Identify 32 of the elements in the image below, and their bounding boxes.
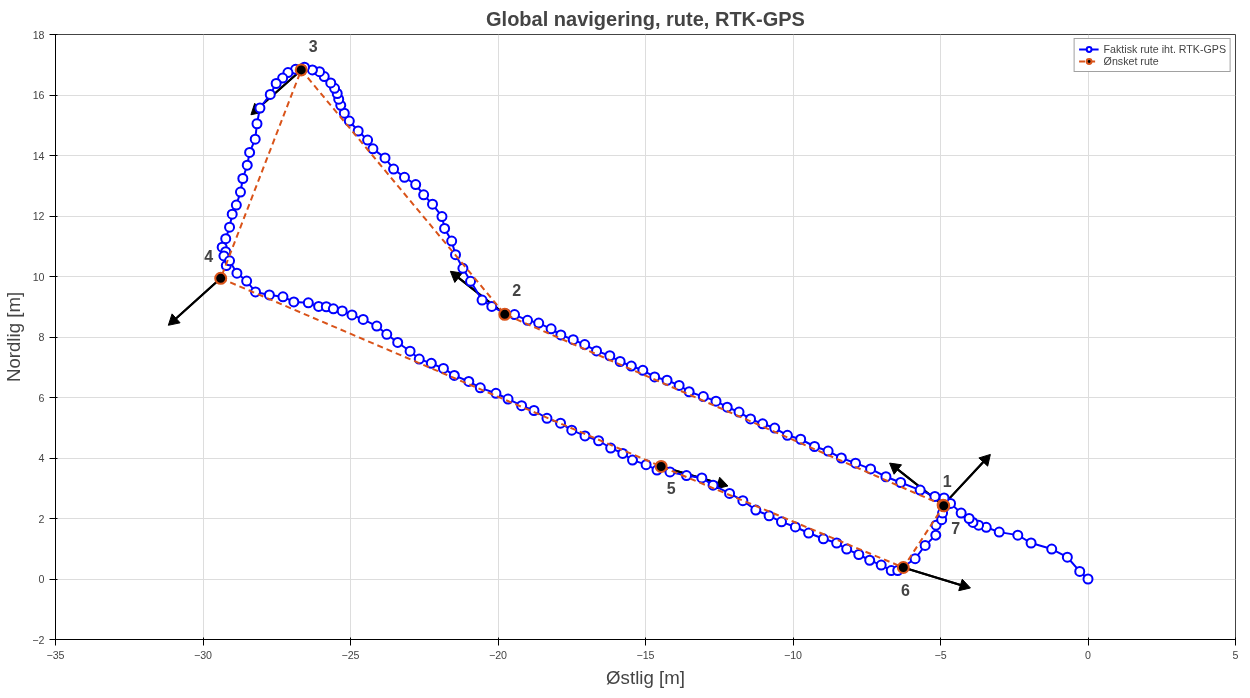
annotation: 5 — [666, 480, 676, 498]
x-tick-label: −25 — [341, 648, 360, 661]
x-tick-label: −10 — [783, 648, 803, 661]
x-tick-label: −30 — [193, 648, 213, 661]
y-tick-label: 8 — [38, 331, 45, 343]
x-axis-title: Østlig [m] — [606, 666, 685, 688]
y-tick-label: 18 — [32, 28, 45, 41]
x-tick-label: −15 — [636, 648, 655, 661]
y-tick-label: 16 — [32, 89, 45, 101]
y-tick-label: 2 — [38, 512, 45, 525]
annotation: 7 — [951, 519, 961, 537]
y-axis-title: Nordlig [m] — [3, 291, 25, 383]
annotation: 1 — [942, 473, 952, 491]
annotation: 4 — [204, 248, 214, 266]
y-tick-label: 12 — [32, 210, 45, 222]
y-tick-label: 6 — [38, 391, 45, 404]
legend-label: Faktisk rute iht. RTK-GPS — [1103, 43, 1226, 55]
x-tick-label: −20 — [488, 648, 508, 661]
annotation: 2 — [512, 282, 522, 300]
legend-label: Ønsket rute — [1103, 55, 1159, 67]
x-tick-label: −5 — [934, 648, 947, 661]
y-tick-label: 4 — [38, 452, 45, 464]
y-tick-label: 0 — [38, 573, 45, 585]
chart-title: Global navigering, rute, RTK-GPS — [486, 7, 805, 30]
annotation: 6 — [900, 581, 910, 599]
y-tick-label: −2 — [32, 633, 45, 646]
x-tick-label: −35 — [46, 648, 65, 661]
x-tick-label: 0 — [1085, 648, 1092, 661]
annotation: 3 — [308, 37, 318, 55]
y-tick-label: 14 — [32, 149, 45, 162]
x-tick-label: 5 — [1232, 648, 1239, 661]
y-tick-label: 10 — [32, 270, 45, 283]
